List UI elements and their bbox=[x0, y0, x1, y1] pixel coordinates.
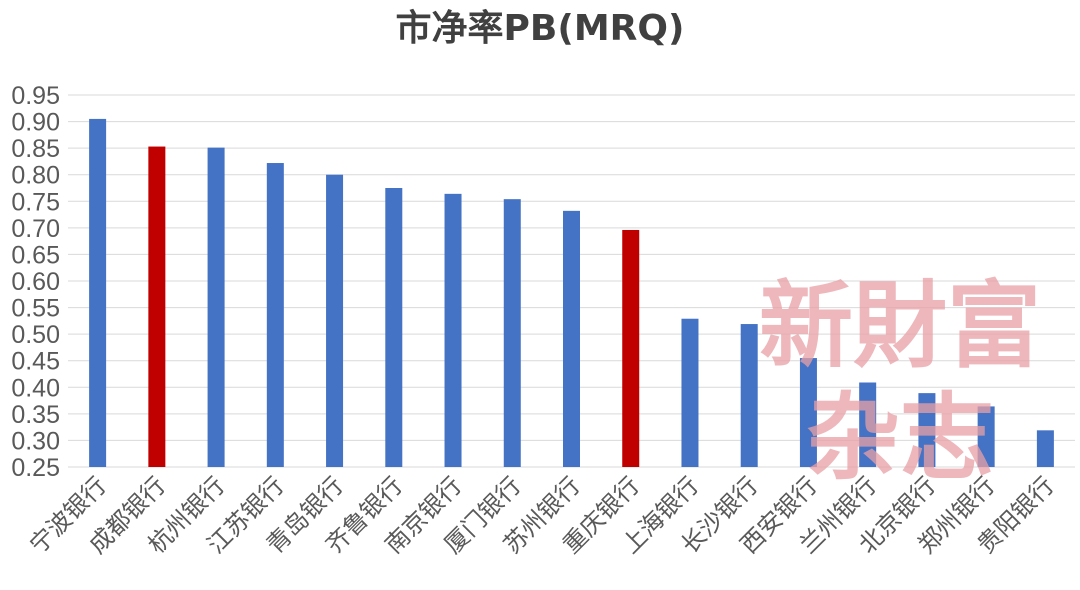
bar bbox=[89, 118, 107, 468]
bar bbox=[799, 358, 817, 467]
bar bbox=[326, 174, 344, 467]
bar bbox=[859, 382, 877, 467]
y-tick-label: 0.35 bbox=[11, 401, 60, 429]
bar bbox=[740, 324, 758, 467]
y-tick-label: 0.55 bbox=[11, 295, 60, 323]
bar bbox=[563, 210, 580, 467]
y-tick-label: 0.80 bbox=[11, 162, 60, 190]
bar bbox=[266, 163, 284, 467]
y-axis-ticks: 0.250.300.350.400.450.500.550.600.650.70… bbox=[11, 82, 60, 482]
bar bbox=[503, 199, 521, 467]
bar bbox=[918, 393, 936, 467]
y-tick-label: 0.75 bbox=[11, 188, 60, 216]
watermark: 新財富 杂志 bbox=[759, 271, 1041, 493]
bar bbox=[622, 229, 640, 467]
y-tick-label: 0.25 bbox=[11, 454, 60, 482]
y-tick-label: 0.70 bbox=[11, 215, 60, 243]
bar bbox=[385, 188, 403, 467]
y-tick-label: 0.30 bbox=[11, 427, 60, 455]
watermark-line1: 新財富 bbox=[759, 271, 1041, 381]
y-tick-label: 0.90 bbox=[11, 109, 60, 137]
y-tick-label: 0.65 bbox=[11, 241, 60, 269]
bar bbox=[148, 146, 166, 467]
chart-title: 市净率PB(MRQ) bbox=[396, 8, 685, 49]
watermark-line2: 杂志 bbox=[806, 383, 994, 493]
y-tick-label: 0.85 bbox=[11, 135, 60, 163]
y-tick-label: 0.95 bbox=[11, 82, 60, 110]
y-tick-label: 0.50 bbox=[11, 321, 60, 349]
bar bbox=[977, 406, 995, 467]
bar bbox=[444, 193, 462, 468]
y-tick-label: 0.45 bbox=[11, 348, 60, 376]
y-tick-label: 0.40 bbox=[11, 374, 60, 402]
bars bbox=[89, 118, 1054, 468]
bar bbox=[681, 318, 699, 467]
y-tick-label: 0.60 bbox=[11, 268, 60, 296]
bar bbox=[207, 147, 225, 467]
bar bbox=[1036, 430, 1054, 467]
